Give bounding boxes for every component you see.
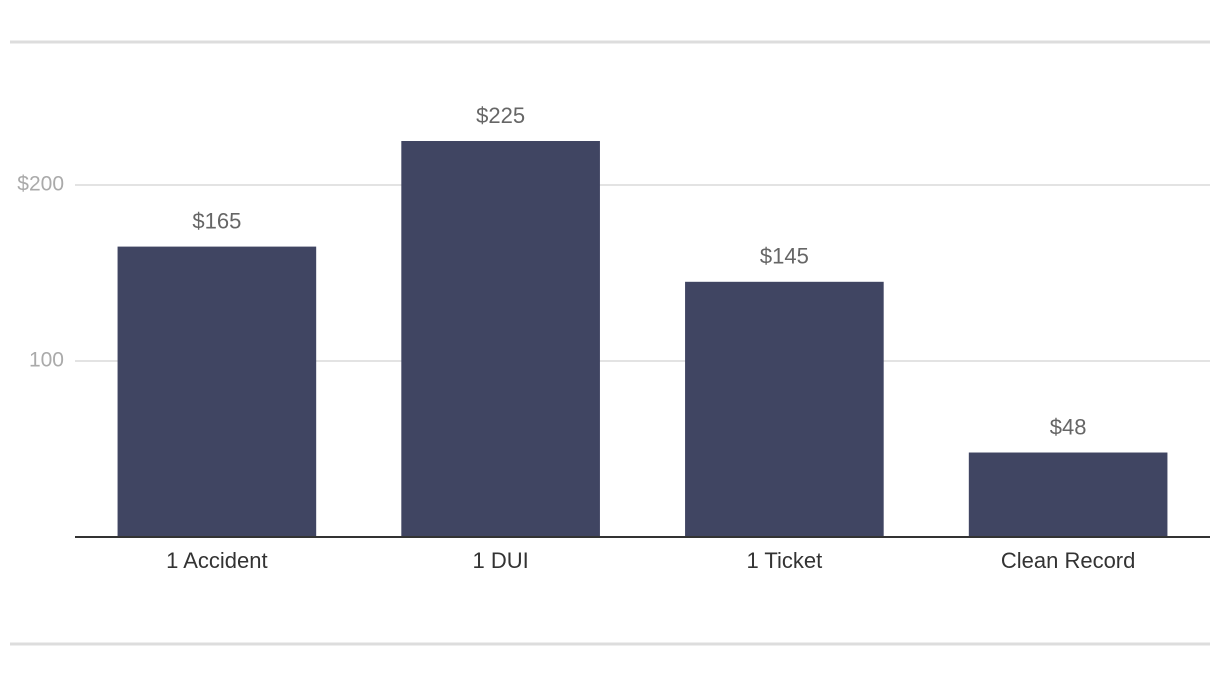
- value-label: $145: [760, 244, 809, 269]
- value-label: $225: [476, 103, 525, 128]
- x-tick-label: Clean Record: [1001, 548, 1136, 573]
- y-tick-label: 100: [29, 349, 64, 372]
- y-tick-label: $200: [17, 173, 64, 196]
- value-label: $48: [1050, 414, 1087, 439]
- x-tick-label: 1 Accident: [166, 548, 268, 573]
- bar: [685, 281, 884, 537]
- value-label: $165: [192, 208, 241, 233]
- bar: [401, 141, 600, 537]
- x-tick-label: 1 Ticket: [746, 548, 822, 573]
- bar: [968, 452, 1168, 537]
- x-tick-label: 1 DUI: [473, 548, 529, 573]
- bar: [117, 246, 317, 537]
